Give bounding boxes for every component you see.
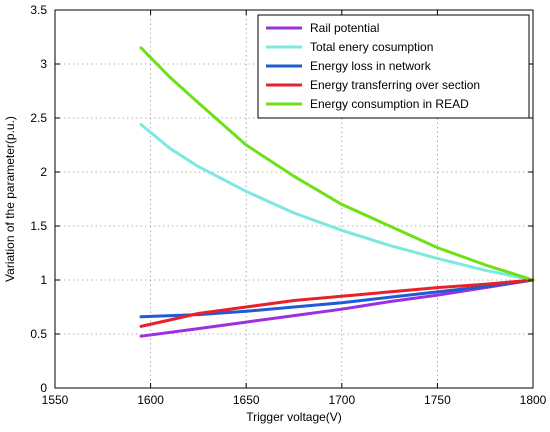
axis-ticks: 1550 1600 1650 1700 1750 1800 0 0.5 1 1.5 2 2.5 3 3.5 <box>30 3 546 407</box>
x-tick-label: 1750 <box>424 393 451 407</box>
y-tick-label: 0 <box>40 381 47 395</box>
plot-frame <box>54 9 534 389</box>
series-lines <box>139 46 535 338</box>
series-line-total-enery-cosumption <box>139 123 535 282</box>
x-tick-label: 1550 <box>42 393 69 407</box>
x-axis-label: Trigger voltage(V) <box>246 410 342 424</box>
legend-entry: Energy transferring over section <box>310 78 480 92</box>
y-tick-label: 1 <box>40 273 47 287</box>
y-tick-label: 3 <box>40 57 47 71</box>
y-tick-label: 2 <box>40 165 47 179</box>
series-line-energy-loss-in-network <box>139 278 535 319</box>
y-axis-label: Variation of the parameter(p.u.) <box>3 116 17 282</box>
series-line-energy-consumption-in-read <box>139 46 535 282</box>
x-tick-label: 1800 <box>520 393 547 407</box>
x-tick-label: 1650 <box>233 393 260 407</box>
y-tick-label: 1.5 <box>30 219 47 233</box>
series-line-energy-transferring-over-section <box>139 278 535 328</box>
series-line-rail-potential <box>139 278 535 338</box>
y-tick-label: 2.5 <box>30 111 47 125</box>
y-tick-label: 0.5 <box>30 327 47 341</box>
x-tick-label: 1700 <box>328 393 355 407</box>
legend-entry: Energy consumption in READ <box>310 97 469 111</box>
legend-box <box>257 14 530 119</box>
legend-entry: Energy loss in network <box>310 59 432 73</box>
legend-entry: Rail potential <box>310 21 379 35</box>
legend-entry: Total enery cosumption <box>310 40 433 54</box>
y-tick-label: 3.5 <box>30 3 47 17</box>
legend: Rail potential Total enery cosumption Ener… <box>257 14 530 119</box>
x-tick-label: 1600 <box>137 393 164 407</box>
